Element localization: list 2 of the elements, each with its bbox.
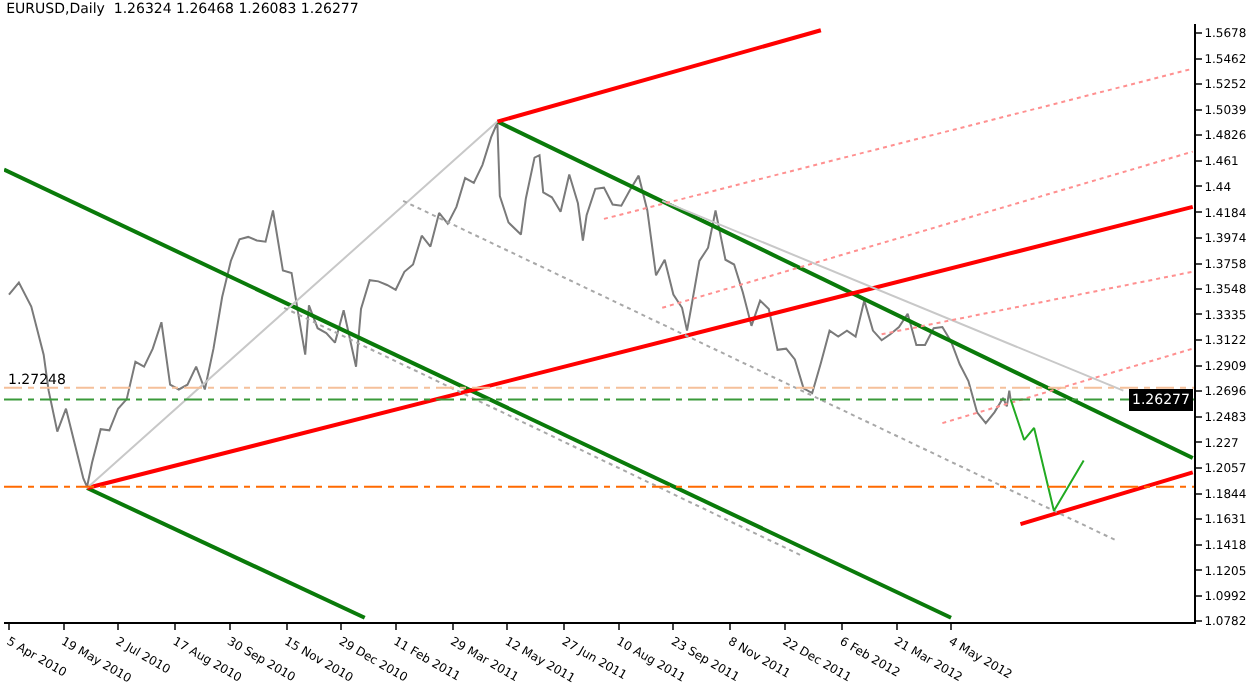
line-series bbox=[1009, 398, 1085, 512]
line-series bbox=[7, 121, 1012, 488]
